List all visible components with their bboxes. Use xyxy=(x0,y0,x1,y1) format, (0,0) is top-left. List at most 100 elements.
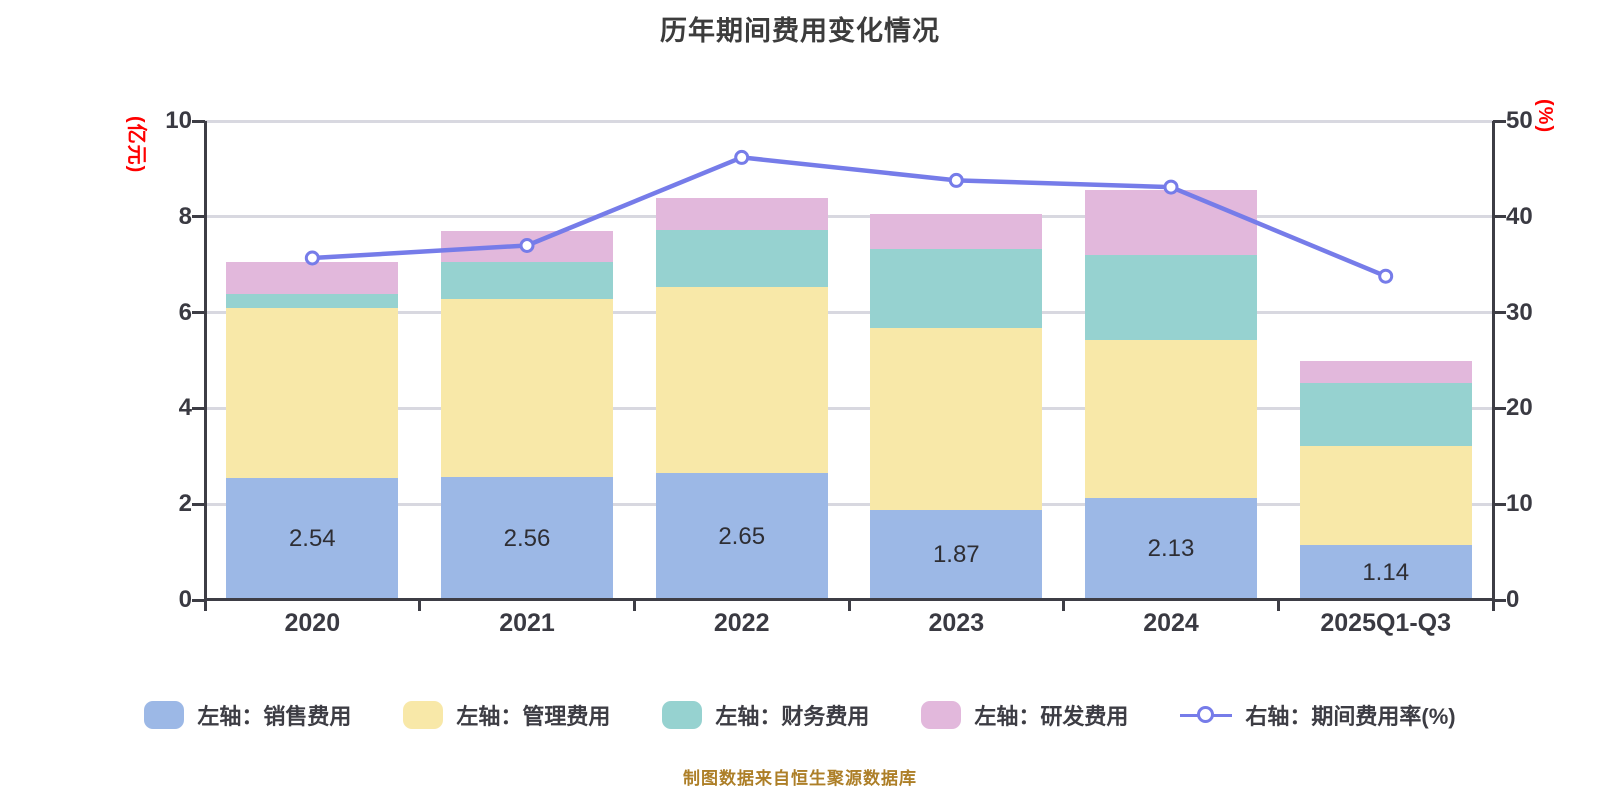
admin-swatch-icon xyxy=(403,701,444,729)
bar-value-label: 1.14 xyxy=(1362,558,1410,586)
bar-segment[interactable] xyxy=(226,478,399,600)
right-axis-tick xyxy=(1493,311,1506,315)
right-axis-tick-label: 30 xyxy=(1506,298,1533,326)
x-axis-label: 2023 xyxy=(928,609,985,637)
left-axis-tick xyxy=(192,311,205,315)
left-axis-tick xyxy=(192,406,205,410)
bar-segment[interactable] xyxy=(1085,498,1257,600)
bar-segment[interactable] xyxy=(870,327,1043,511)
bar-segment[interactable] xyxy=(226,307,399,479)
legend-item-admin[interactable]: 左轴：管理费用 xyxy=(403,699,610,731)
bar-segment[interactable] xyxy=(226,261,399,294)
bar-value-label: 1.87 xyxy=(932,541,980,569)
right-axis-tick xyxy=(1493,598,1506,602)
bar-segment[interactable] xyxy=(870,510,1043,600)
left-axis-tick-label: 8 xyxy=(178,202,192,230)
legend-label-expense-ratio: 右轴：期间费用率(%) xyxy=(1245,704,1456,729)
left-axis-tick-label: 10 xyxy=(165,107,192,134)
x-axis-label: 2022 xyxy=(713,609,770,637)
gridline xyxy=(205,406,1493,410)
legend-item-sales[interactable]: 左轴：销售费用 xyxy=(144,699,351,731)
left-axis-tick xyxy=(192,119,205,123)
right-axis-tick xyxy=(1493,119,1506,123)
x-axis-tick xyxy=(203,599,207,611)
bar-segment[interactable] xyxy=(441,261,613,300)
left-axis-tick-label: 6 xyxy=(178,298,192,326)
bar-segment[interactable] xyxy=(1299,383,1472,446)
gridline xyxy=(205,502,1493,506)
bar-segment[interactable] xyxy=(441,477,613,600)
legend-label-sales: 左轴：销售费用 xyxy=(197,704,352,729)
bar-segment[interactable] xyxy=(1085,255,1257,340)
legend-item-expense-ratio[interactable]: 右轴：期间费用率(%) xyxy=(1180,699,1456,731)
gridline xyxy=(205,119,1493,123)
bar-value-label: 2.54 xyxy=(288,525,336,553)
bar-segment[interactable] xyxy=(655,473,828,600)
x-axis-label: 2025Q1-Q3 xyxy=(1320,609,1451,637)
rd-swatch-icon xyxy=(921,701,962,729)
right-axis-tick-label: 40 xyxy=(1506,202,1533,230)
bar-segment[interactable] xyxy=(655,198,828,231)
right-axis-tick xyxy=(1493,215,1506,219)
plot-area: 2.54 2.56 2.65 1.87 2.13 1.14 xyxy=(192,119,1506,611)
bar-value-label: 2.13 xyxy=(1147,535,1195,562)
x-axis-tick xyxy=(847,599,851,611)
bar-segment[interactable] xyxy=(655,287,828,474)
left-axis-tick xyxy=(192,215,205,219)
right-axis-tick xyxy=(1493,406,1506,410)
left-axis-tick-label: 4 xyxy=(178,394,192,422)
x-axis-label: 2020 xyxy=(284,609,341,637)
gridline xyxy=(205,311,1493,315)
rate-line-layer xyxy=(304,149,1394,284)
x-axis-tick xyxy=(632,599,636,611)
rate-line-marker[interactable] xyxy=(304,250,320,266)
chart-title: 历年期间费用变化情况 xyxy=(660,16,940,46)
x-axis-tick xyxy=(1276,599,1280,611)
x-axis-tick xyxy=(1491,599,1495,611)
left-axis-tick-label: 0 xyxy=(178,586,192,613)
gridline xyxy=(205,215,1493,219)
bar-segment[interactable] xyxy=(441,299,613,478)
x-axis-tick xyxy=(418,599,422,611)
bar-segment[interactable] xyxy=(226,293,399,308)
legend-label-finance: 左轴：财务费用 xyxy=(715,704,870,729)
line-marker-dot xyxy=(1197,706,1215,723)
right-axis-tick-label: 0 xyxy=(1506,586,1520,613)
legend-item-finance[interactable]: 左轴：财务费用 xyxy=(662,699,869,731)
legend-label-rd: 左轴：研发费用 xyxy=(974,704,1129,729)
left-axis-line xyxy=(203,121,207,603)
bar-segment[interactable] xyxy=(655,230,828,288)
sales-swatch-icon xyxy=(144,701,185,729)
data-source-note: 制图数据来自恒生聚源数据库 xyxy=(683,769,917,788)
bar-segment[interactable] xyxy=(870,213,1043,249)
rate-line-marker[interactable] xyxy=(1378,268,1394,284)
right-axis-tick-label: 10 xyxy=(1506,490,1533,518)
legend: 左轴：销售费用 左轴：管理费用 左轴：财务费用 左轴：研发费用 右轴：期间费用率… xyxy=(0,699,1600,731)
bar-segment[interactable] xyxy=(870,248,1043,328)
rate-line xyxy=(310,155,1388,279)
bar-value-label: 2.65 xyxy=(718,522,766,550)
rate-line-marker[interactable] xyxy=(734,149,750,165)
rate-line-marker[interactable] xyxy=(1163,179,1179,195)
x-axis-label: 2021 xyxy=(499,609,555,637)
legend-item-rd[interactable]: 左轴：研发费用 xyxy=(921,699,1128,731)
right-axis-tick-label: 50 xyxy=(1506,107,1533,134)
right-axis-line xyxy=(1491,121,1495,603)
right-axis-tick-label: 20 xyxy=(1506,394,1533,422)
right-axis-tick xyxy=(1493,502,1506,506)
bar-segment[interactable] xyxy=(1085,339,1257,498)
left-axis-tick xyxy=(192,502,205,506)
bar-segment[interactable] xyxy=(1299,545,1472,600)
bar-segment[interactable] xyxy=(1085,190,1257,256)
rate-line-marker[interactable] xyxy=(519,238,535,253)
bar-value-label: 2.56 xyxy=(503,524,551,552)
legend-label-admin: 左轴：管理费用 xyxy=(456,704,611,729)
rate-line-marker[interactable] xyxy=(948,172,964,188)
line-series-marker-icon xyxy=(1180,701,1233,729)
bar-segment[interactable] xyxy=(1299,361,1472,383)
bar-segment[interactable] xyxy=(1299,445,1472,546)
x-axis-tick xyxy=(1062,599,1066,611)
finance-swatch-icon xyxy=(662,701,703,729)
x-axis-label: 2024 xyxy=(1143,609,1199,637)
